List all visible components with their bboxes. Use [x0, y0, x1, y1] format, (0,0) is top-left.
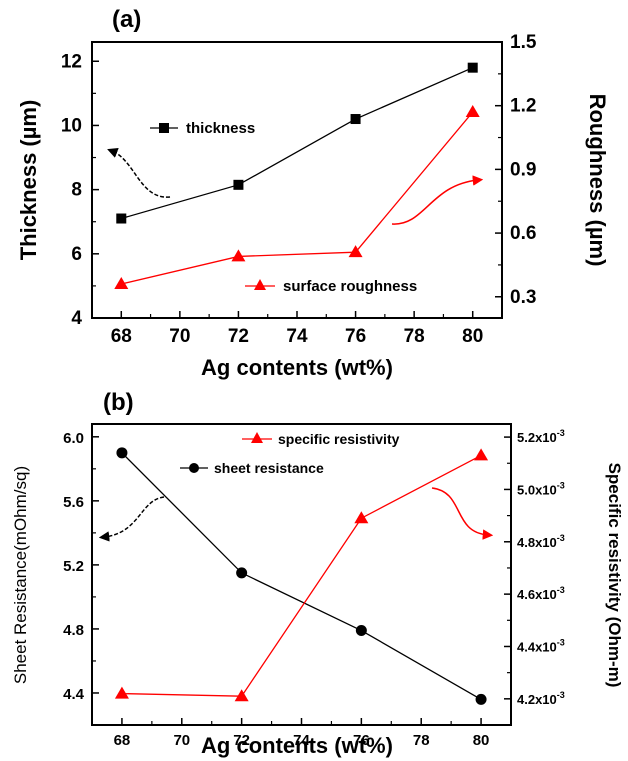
right-y-tick-label: 0.6 — [510, 223, 536, 244]
arrow-to-right-axis — [391, 175, 484, 225]
left-y-tick-label: 4.8 — [63, 622, 84, 639]
x-tick-label: 76 — [345, 326, 366, 347]
right-y-tick-label: 5.2x10-3 — [517, 428, 565, 445]
left-y-tick-label: 4.4 — [63, 686, 85, 703]
x-tick-label: 74 — [286, 326, 308, 347]
panel-a-left-axis-title: Thickness (µm) — [16, 100, 41, 261]
right-y-tick-label: 5.0x10-3 — [517, 480, 565, 497]
panel-a-series — [114, 62, 480, 290]
left-y-tick-label: 5.6 — [63, 494, 84, 511]
panel-b: (b) 68 70 72 74 76 78 80 4.4 4.8 5.2 5.6 6.0 4.2x10-… — [11, 389, 624, 758]
data-point-thickness — [116, 213, 127, 224]
data-point-surface-roughness — [465, 105, 480, 118]
data-point-surface-roughness — [114, 277, 129, 290]
x-tick-label: 68 — [114, 732, 131, 749]
left-y-tick-label: 4 — [71, 308, 82, 329]
x-tick-label: 78 — [404, 326, 425, 347]
panel-b-label: (b) — [103, 389, 134, 416]
legend-marker-sheet-resistance — [189, 463, 199, 473]
right-y-tick-label: 1.5 — [510, 32, 537, 53]
data-point-specific-resistivity — [354, 511, 369, 524]
x-tick-label: 78 — [413, 732, 430, 749]
data-point-surface-roughness — [231, 249, 246, 262]
panel-a-label: (a) — [112, 6, 141, 33]
x-tick-label: 70 — [173, 732, 190, 749]
panel-b-left-axis-title: Sheet Resistance(mOhm/sq) — [11, 466, 30, 684]
right-y-tick-label: 4.4x10-3 — [517, 637, 565, 654]
legend-label-thickness: thickness — [186, 120, 255, 137]
x-tick-label: 80 — [462, 326, 483, 347]
x-tick-label: 76 — [353, 732, 370, 749]
legend-marker-specific-resistivity — [251, 432, 263, 443]
x-tick-label: 68 — [111, 326, 132, 347]
legend-label-specific-resistivity: specific resistivity — [278, 431, 400, 447]
right-y-tick-label: 4.8x10-3 — [517, 533, 565, 550]
series-line-sheet-resistance — [121, 452, 482, 700]
panel-b-ticks: 68 70 72 74 76 78 80 4.4 4.8 5.2 5.6 6.0 4.2x10-3 4.4… — [63, 428, 565, 749]
left-y-tick-label: 8 — [71, 180, 82, 201]
left-y-tick-label: 5.2 — [63, 558, 84, 575]
x-tick-label: 72 — [233, 732, 250, 749]
data-point-sheet-resistance — [236, 567, 248, 579]
data-point-thickness — [233, 179, 244, 190]
x-tick-label: 80 — [473, 732, 490, 749]
x-tick-label: 70 — [169, 326, 190, 347]
left-y-tick-label: 6 — [71, 244, 82, 265]
left-y-tick-label: 12 — [61, 51, 82, 72]
x-tick-label: 74 — [293, 732, 310, 749]
arrow-to-left-axis — [107, 148, 171, 198]
data-point-sheet-resistance — [116, 447, 128, 459]
right-y-tick-label: 0.3 — [510, 287, 536, 308]
series-line-surface-roughness — [121, 111, 474, 285]
data-point-surface-roughness — [348, 245, 363, 258]
series-line-thickness — [121, 67, 473, 220]
panel-a-right-axis-title: Roughness (µm) — [585, 94, 610, 267]
right-y-tick-label: 0.9 — [510, 159, 536, 180]
arrow-to-right-axis — [431, 487, 494, 540]
legend-label-surface-roughness: surface roughness — [283, 278, 417, 295]
right-y-tick-label: 1.2 — [510, 96, 536, 117]
data-point-thickness — [467, 62, 478, 73]
panel-b-series — [114, 447, 489, 705]
left-y-tick-label: 6.0 — [63, 430, 84, 447]
right-y-tick-label: 4.6x10-3 — [517, 585, 565, 602]
right-y-tick-label: 4.2x10-3 — [517, 690, 565, 707]
panel-b-right-axis-title: Specific resistivity (Ohm-m) — [605, 463, 624, 688]
data-point-thickness — [350, 114, 361, 125]
panel-a-x-axis-title: Ag contents (wt%) — [201, 355, 393, 380]
arrow-to-left-axis — [98, 496, 165, 542]
x-tick-label: 72 — [228, 326, 249, 347]
series-line-specific-resistivity — [121, 454, 482, 697]
panel-b-x-axis-title: Ag contents (wt%) — [201, 733, 393, 758]
left-y-tick-label: 10 — [61, 115, 82, 136]
legend-label-sheet-resistance: sheet resistance — [214, 460, 324, 476]
panel-a: (a) 68 70 72 74 76 78 8046810120.30.60.91.21.5… — [16, 6, 610, 380]
legend-marker-surface-roughness — [254, 279, 266, 290]
legend-marker-thickness — [159, 123, 169, 133]
data-point-specific-resistivity — [474, 448, 489, 461]
data-point-specific-resistivity — [114, 686, 129, 699]
data-point-sheet-resistance — [355, 625, 367, 637]
data-point-sheet-resistance — [475, 693, 487, 705]
data-point-specific-resistivity — [234, 689, 249, 702]
